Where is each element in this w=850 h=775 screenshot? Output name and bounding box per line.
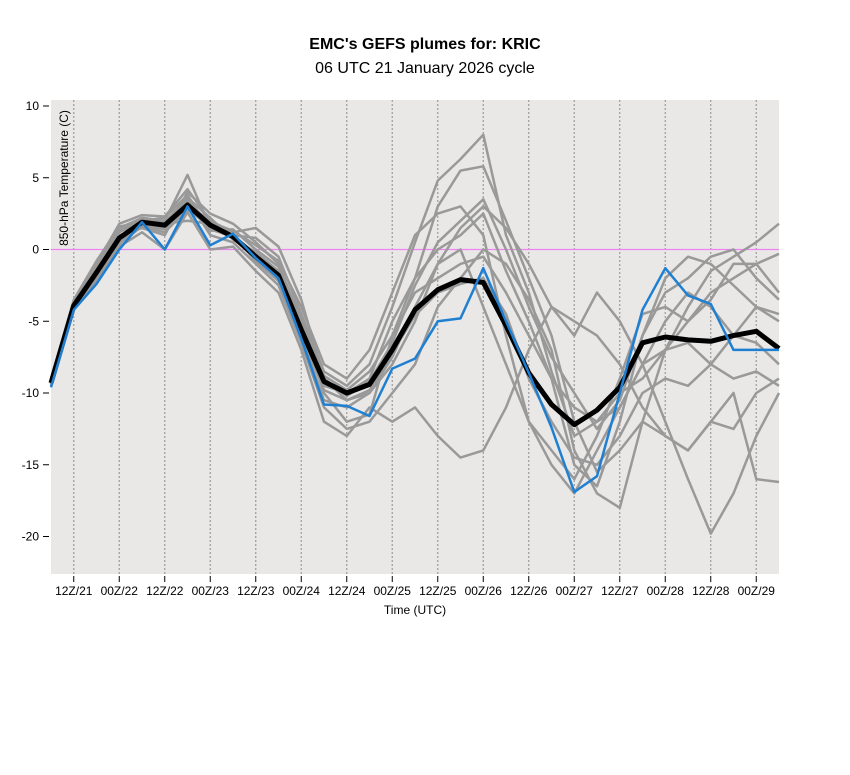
chart-subtitle: 06 UTC 21 January 2026 cycle	[315, 60, 535, 77]
x-axis: 12Z/21 00Z/22 12Z/22 00Z/23 12Z/23 00Z/24 12Z/…	[55, 576, 775, 598]
ensemble-member-line-4	[49, 187, 781, 535]
x-tick-label: 12Z/27	[601, 584, 639, 598]
y-tick-label: 10	[26, 99, 40, 113]
control-run-line	[49, 205, 779, 494]
x-tick-label: 00Z/24	[283, 584, 321, 598]
ensemble-member-line-11	[49, 196, 780, 431]
x-tick-label: 00Z/26	[465, 584, 503, 598]
x-axis-label: Time (UTC)	[384, 603, 446, 617]
x-tick-label: 00Z/28	[647, 584, 685, 598]
y-tick-label: -15	[22, 458, 40, 472]
x-tick-label: 00Z/25	[374, 584, 412, 598]
chart-title: EMC's GEFS plumes for: KRIC	[309, 36, 541, 53]
ensemble-mean-group	[48, 202, 781, 428]
y-tick-label: -5	[28, 314, 39, 328]
x-tick-label: 12Z/28	[692, 584, 730, 598]
x-tick-label: 00Z/27	[556, 584, 594, 598]
y-tick-label: -10	[22, 386, 40, 400]
x-tick-label: 00Z/23	[192, 584, 230, 598]
x-tick-label: 12Z/21	[55, 584, 93, 598]
x-tick-label: 00Z/22	[101, 584, 139, 598]
x-tick-label: 12Z/25	[419, 584, 457, 598]
x-tick-label: 00Z/29	[738, 584, 776, 598]
ensemble-mean-line	[48, 202, 781, 428]
control-run-group	[49, 205, 779, 494]
x-tick-label: 12Z/22	[146, 584, 184, 598]
x-tick-label: 12Z/26	[510, 584, 548, 598]
ensemble-member-line-7	[49, 193, 780, 423]
y-tick-label: 0	[32, 243, 39, 257]
y-tick-label: -20	[22, 530, 40, 544]
y-axis: 10 5 0 -5 -10 -15 -20	[22, 99, 49, 544]
x-tick-label: 12Z/24	[328, 584, 366, 598]
y-axis-label: 850-hPa Temperature (C)	[57, 110, 71, 246]
x-tick-label: 12Z/23	[237, 584, 275, 598]
y-tick-label: 5	[32, 171, 39, 185]
